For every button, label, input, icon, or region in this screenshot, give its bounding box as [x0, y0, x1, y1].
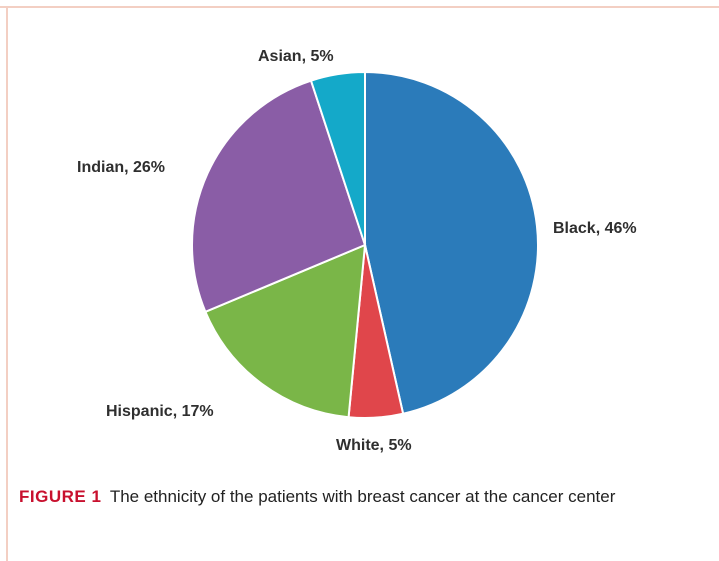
figure-caption-tag: FIGURE 1: [19, 487, 102, 506]
slice-label-hispanic: Hispanic, 17%: [106, 403, 214, 420]
left-border-rule: [6, 6, 8, 561]
slice-label-indian: Indian, 26%: [77, 159, 165, 176]
slice-label-black: Black, 46%: [553, 220, 637, 237]
slice-label-white: White, 5%: [336, 437, 412, 454]
top-border-rule: [0, 6, 719, 8]
pie-slice-black: [364, 70, 539, 415]
pie-chart: Black, 46% White, 5% Hispanic, 17% Indian, …: [77, 48, 637, 454]
figure-caption: FIGURE 1 The ethnicity of the patients w…: [19, 487, 709, 507]
pie-slice-asian: [309, 70, 366, 246]
slice-label-asian: Asian, 5%: [258, 48, 334, 65]
figure-caption-text: The ethnicity of the patients with breas…: [109, 487, 616, 506]
pie-slice-hispanic: [204, 243, 367, 419]
pie-slice-indian: [191, 79, 367, 314]
